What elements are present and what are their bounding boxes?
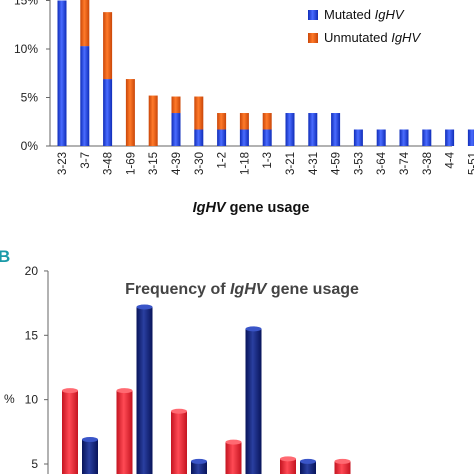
- x-tick-label-a: 3-74: [399, 151, 411, 175]
- x-tick-label-a: 4-31: [308, 152, 320, 175]
- legend-swatch-unmutated: [308, 33, 318, 43]
- x-tick-label-a: 3-30: [194, 152, 206, 175]
- x-tick-label-a: 4-39: [171, 152, 183, 175]
- x-tick-label-a: 1-69: [125, 152, 137, 175]
- bar-navy-1: [82, 439, 98, 474]
- panel-a: 0% 5% 10% 15% 3-23 3-7 3-48 1-69 3-15 4-39 3-30 1-…: [14, 0, 474, 216]
- bar-unmutated-1-18: [239, 113, 249, 130]
- bar-mutated-3-30: [194, 129, 204, 146]
- y-tick-label-a: 15%: [14, 0, 38, 8]
- bar-mutated-4-59: [331, 113, 341, 146]
- x-tick-label-a: 3-7: [80, 152, 92, 169]
- y-axis-title-b: %: [4, 392, 15, 406]
- x-tick-label-a: 3-64: [376, 151, 388, 175]
- bar-mutated-3-38: [422, 129, 432, 146]
- y-tick-label-b: 10: [25, 393, 39, 407]
- bar-unmutated-3-48: [103, 12, 113, 80]
- bar-red-6: [334, 461, 351, 474]
- bar-mutated-3-7: [80, 46, 90, 147]
- bar-unmutated-1-3: [262, 113, 272, 130]
- bar-unmutated-3-7: [80, 0, 90, 47]
- bar-mutated-4-39: [171, 113, 181, 146]
- x-tick-label-a: 3-21: [285, 152, 297, 175]
- y-tick-label-a: 5%: [21, 91, 39, 105]
- x-tick-label-a: 3-48: [103, 152, 115, 175]
- x-tick-label-a: 3-15: [148, 152, 160, 175]
- bar-unmutated-4-39: [171, 96, 181, 114]
- bar-navy-cap-3: [191, 458, 207, 464]
- bar-red-cap-1: [62, 388, 78, 394]
- x-tick-label-a: 5-51: [467, 152, 474, 175]
- legend-swatch-mutated: [308, 10, 318, 20]
- bar-red-cap-2: [116, 388, 133, 394]
- y-tick-label-b: 5: [31, 457, 38, 471]
- x-tick-label-a: 1-18: [239, 152, 251, 175]
- bar-unmutated-1-69: [125, 79, 135, 146]
- bar-mutated-5-51: [467, 129, 474, 146]
- bar-mutated-1-3: [262, 129, 272, 146]
- bar-navy-4: [245, 328, 262, 474]
- panel-b-title: Frequency of IgHV gene usage: [125, 281, 359, 298]
- y-tick-label-a: 10%: [14, 42, 38, 56]
- bar-navy-cap-5: [300, 458, 316, 464]
- bar-mutated-3-48: [103, 79, 113, 146]
- y-tick-label-b: 20: [25, 264, 39, 278]
- x-tick-label-a: 4-59: [331, 152, 343, 175]
- legend-a: Mutated IgHV Unmutated IgHV: [308, 7, 421, 45]
- bar-mutated-1-18: [239, 129, 249, 146]
- bar-mutated-3-74: [399, 129, 409, 146]
- bar-mutated-3-23: [57, 0, 67, 146]
- x-tick-label-a: 1-3: [262, 152, 274, 169]
- x-tick-label-a: 1-2: [217, 152, 229, 169]
- bar-mutated-4-31: [308, 113, 318, 146]
- bar-red-3: [171, 411, 187, 474]
- legend-label-mutated: Mutated IgHV: [324, 7, 405, 22]
- bar-navy-cap-1: [82, 437, 98, 443]
- y-tick-label-b: 15: [25, 328, 39, 342]
- legend-label-unmutated: Unmutated IgHV: [324, 30, 421, 45]
- bar-mutated-1-2: [217, 129, 227, 146]
- bar-red-5: [280, 458, 296, 474]
- panel-b: B 5 10 15 20 % Frequency of IgHV gene usage: [0, 247, 359, 474]
- y-tick-label-a: 0%: [21, 139, 39, 153]
- bar-red-cap-4: [225, 439, 242, 445]
- x-tick-label-a: 4-4: [445, 151, 457, 168]
- bar-red-cap-6: [334, 458, 351, 464]
- bar-red-4: [225, 442, 242, 474]
- bar-navy-3: [191, 461, 207, 474]
- bar-red-2: [116, 390, 133, 474]
- bar-mutated-3-64: [376, 129, 386, 146]
- bar-unmutated-1-2: [217, 113, 227, 130]
- bar-navy-cap-2: [136, 304, 153, 310]
- x-tick-label-a: 3-53: [353, 152, 365, 175]
- x-axis-title-a: IgHV gene usage: [193, 200, 310, 216]
- bar-navy-5: [300, 461, 316, 474]
- x-tick-label-a: 3-23: [57, 152, 69, 175]
- panel-letter-b: B: [0, 247, 10, 266]
- bar-navy-cap-4: [245, 326, 262, 332]
- x-tick-label-a: 3-38: [422, 152, 434, 175]
- bar-mutated-3-53: [353, 129, 363, 146]
- bar-unmutated-3-15: [148, 95, 158, 146]
- bar-mutated-3-21: [285, 113, 295, 146]
- bar-red-1: [62, 390, 78, 474]
- bar-unmutated-3-30: [194, 96, 204, 130]
- bar-navy-2: [136, 306, 153, 474]
- bar-mutated-4-4: [445, 129, 455, 146]
- bar-red-cap-3: [171, 408, 187, 414]
- bar-red-cap-5: [280, 456, 296, 462]
